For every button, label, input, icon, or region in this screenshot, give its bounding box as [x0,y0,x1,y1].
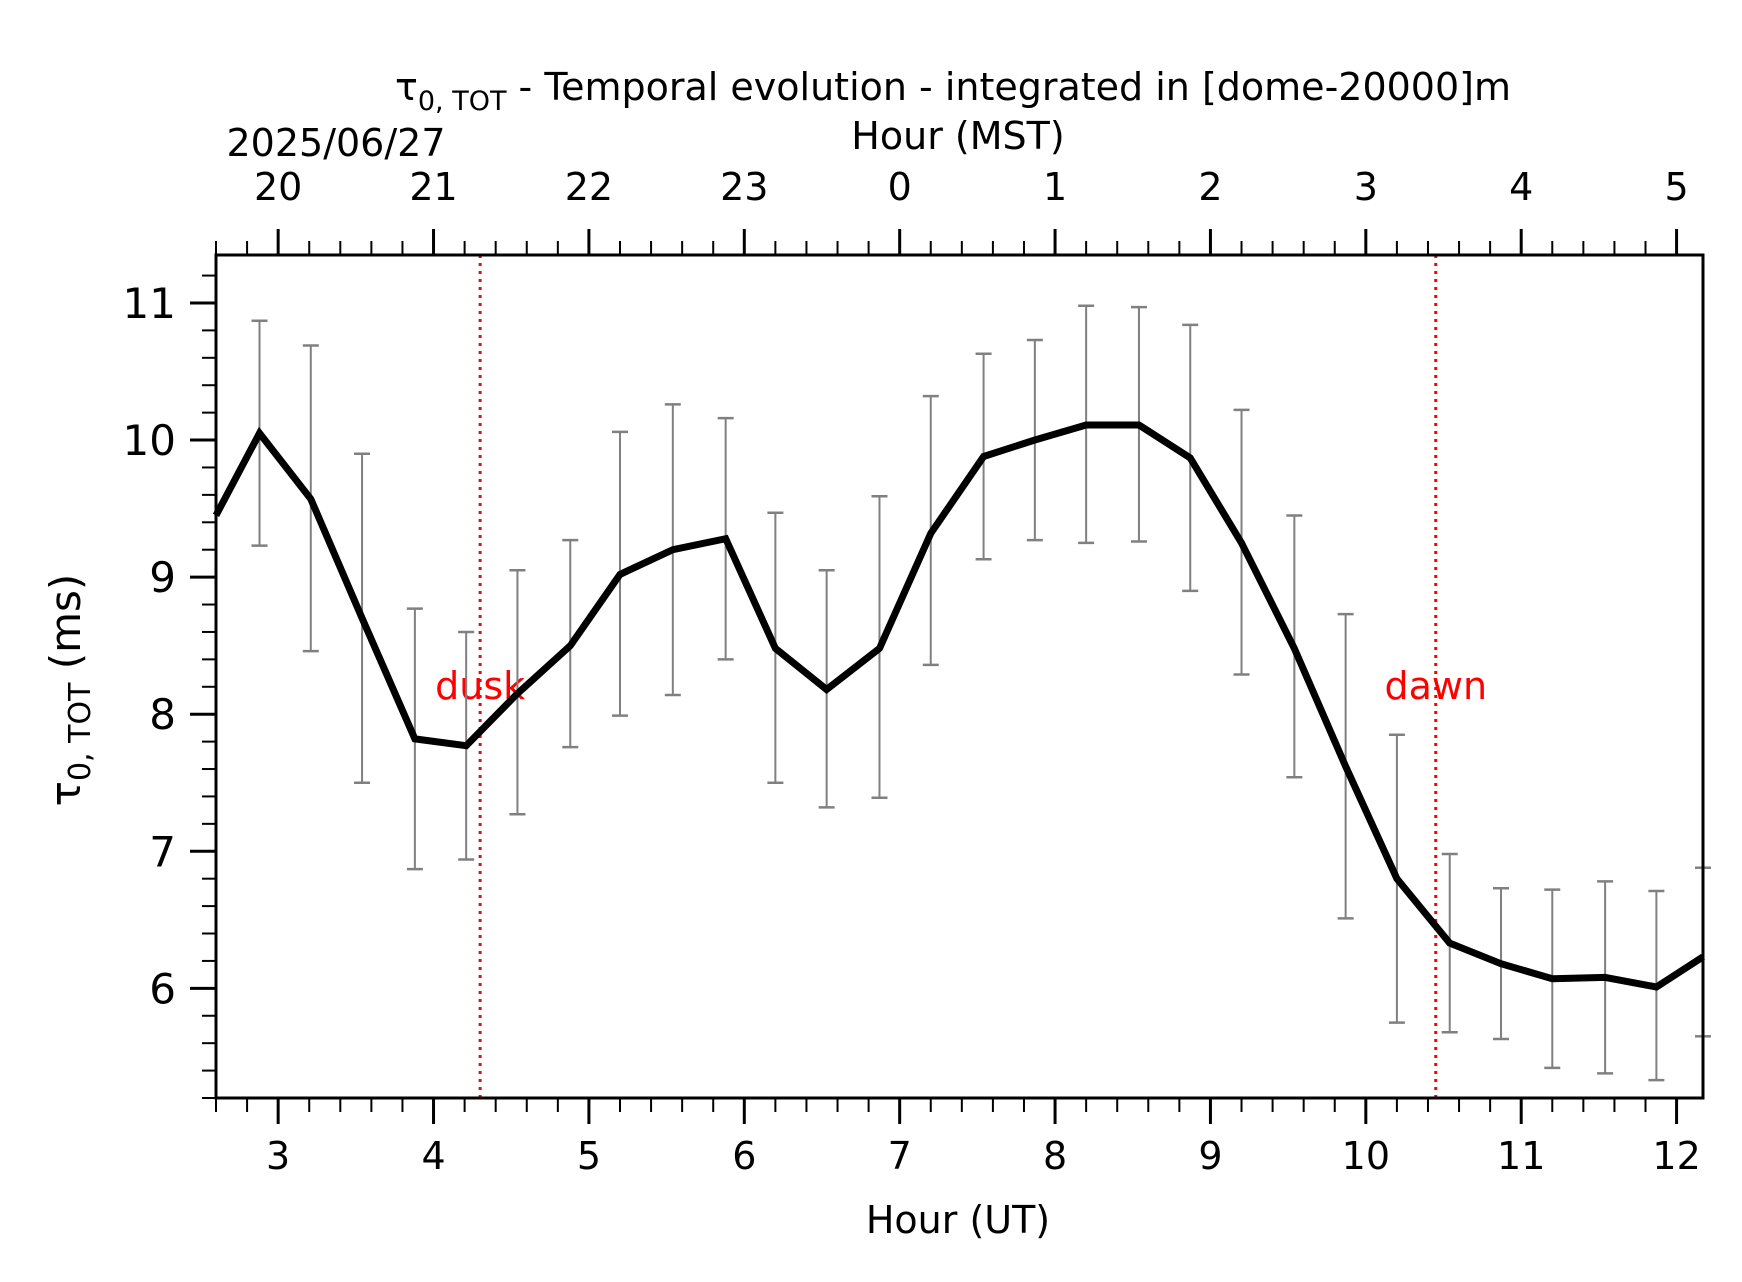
top-tick-label: 0 [888,165,912,209]
top-axis-date: 2025/06/27 [226,121,445,165]
top-tick-label: 4 [1509,165,1533,209]
y-tick-label: 6 [149,964,176,1013]
x-tick-label: 11 [1497,1134,1545,1178]
top-tick-label: 3 [1354,165,1378,209]
y-tick-label: 7 [149,827,176,876]
top-tick-label: 20 [254,165,302,209]
x-tick-label: 3 [266,1134,290,1178]
x-tick-label: 7 [888,1134,912,1178]
top-tick-label: 23 [720,165,768,209]
top-tick-label: 21 [409,165,457,209]
x-tick-label: 9 [1198,1134,1222,1178]
top-axis-title: Hour (MST) [851,114,1064,158]
x-tick-label: 10 [1342,1134,1390,1178]
y-tick-label: 11 [123,279,176,328]
plot-frame [214,253,1705,1100]
chart-title: τ0, TOT - Temporal evolution - integrate… [395,65,1511,117]
top-tick-label: 22 [565,165,613,209]
x-tick-label: 4 [421,1134,445,1178]
top-tick-label: 1 [1043,165,1067,209]
x-tick-label: 8 [1043,1134,1067,1178]
top-tick-label: 2 [1198,165,1222,209]
x-tick-label: 12 [1652,1134,1700,1178]
tau0-line [212,421,1705,991]
x-tick-label: 5 [577,1134,601,1178]
data-series [212,421,1705,991]
top-tick-label: 5 [1664,165,1688,209]
x-axis-title: Hour (UT) [866,1198,1050,1242]
y-tick-label: 9 [149,553,176,602]
dawn-label: dawn [1384,664,1487,708]
y-axis-title: τ0, TOT (ms) [41,574,98,807]
y-tick-label: 8 [149,690,176,739]
x-tick-label: 6 [732,1134,756,1178]
y-tick-label: 10 [123,416,176,465]
